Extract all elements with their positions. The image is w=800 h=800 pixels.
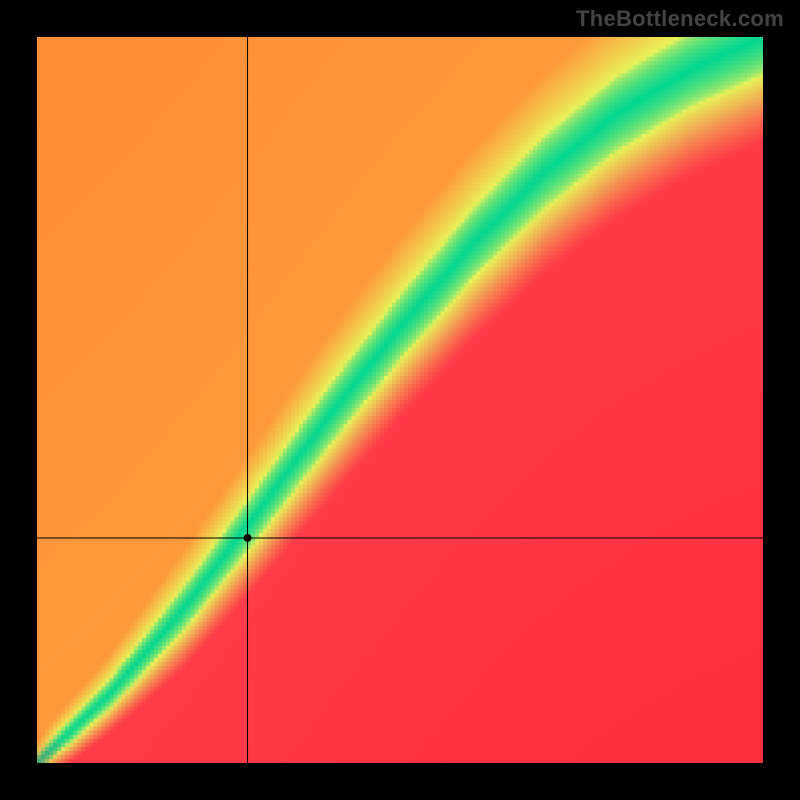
crosshair-point	[244, 534, 252, 542]
watermark-text: TheBottleneck.com	[576, 6, 784, 32]
crosshair-overlay	[37, 37, 763, 763]
